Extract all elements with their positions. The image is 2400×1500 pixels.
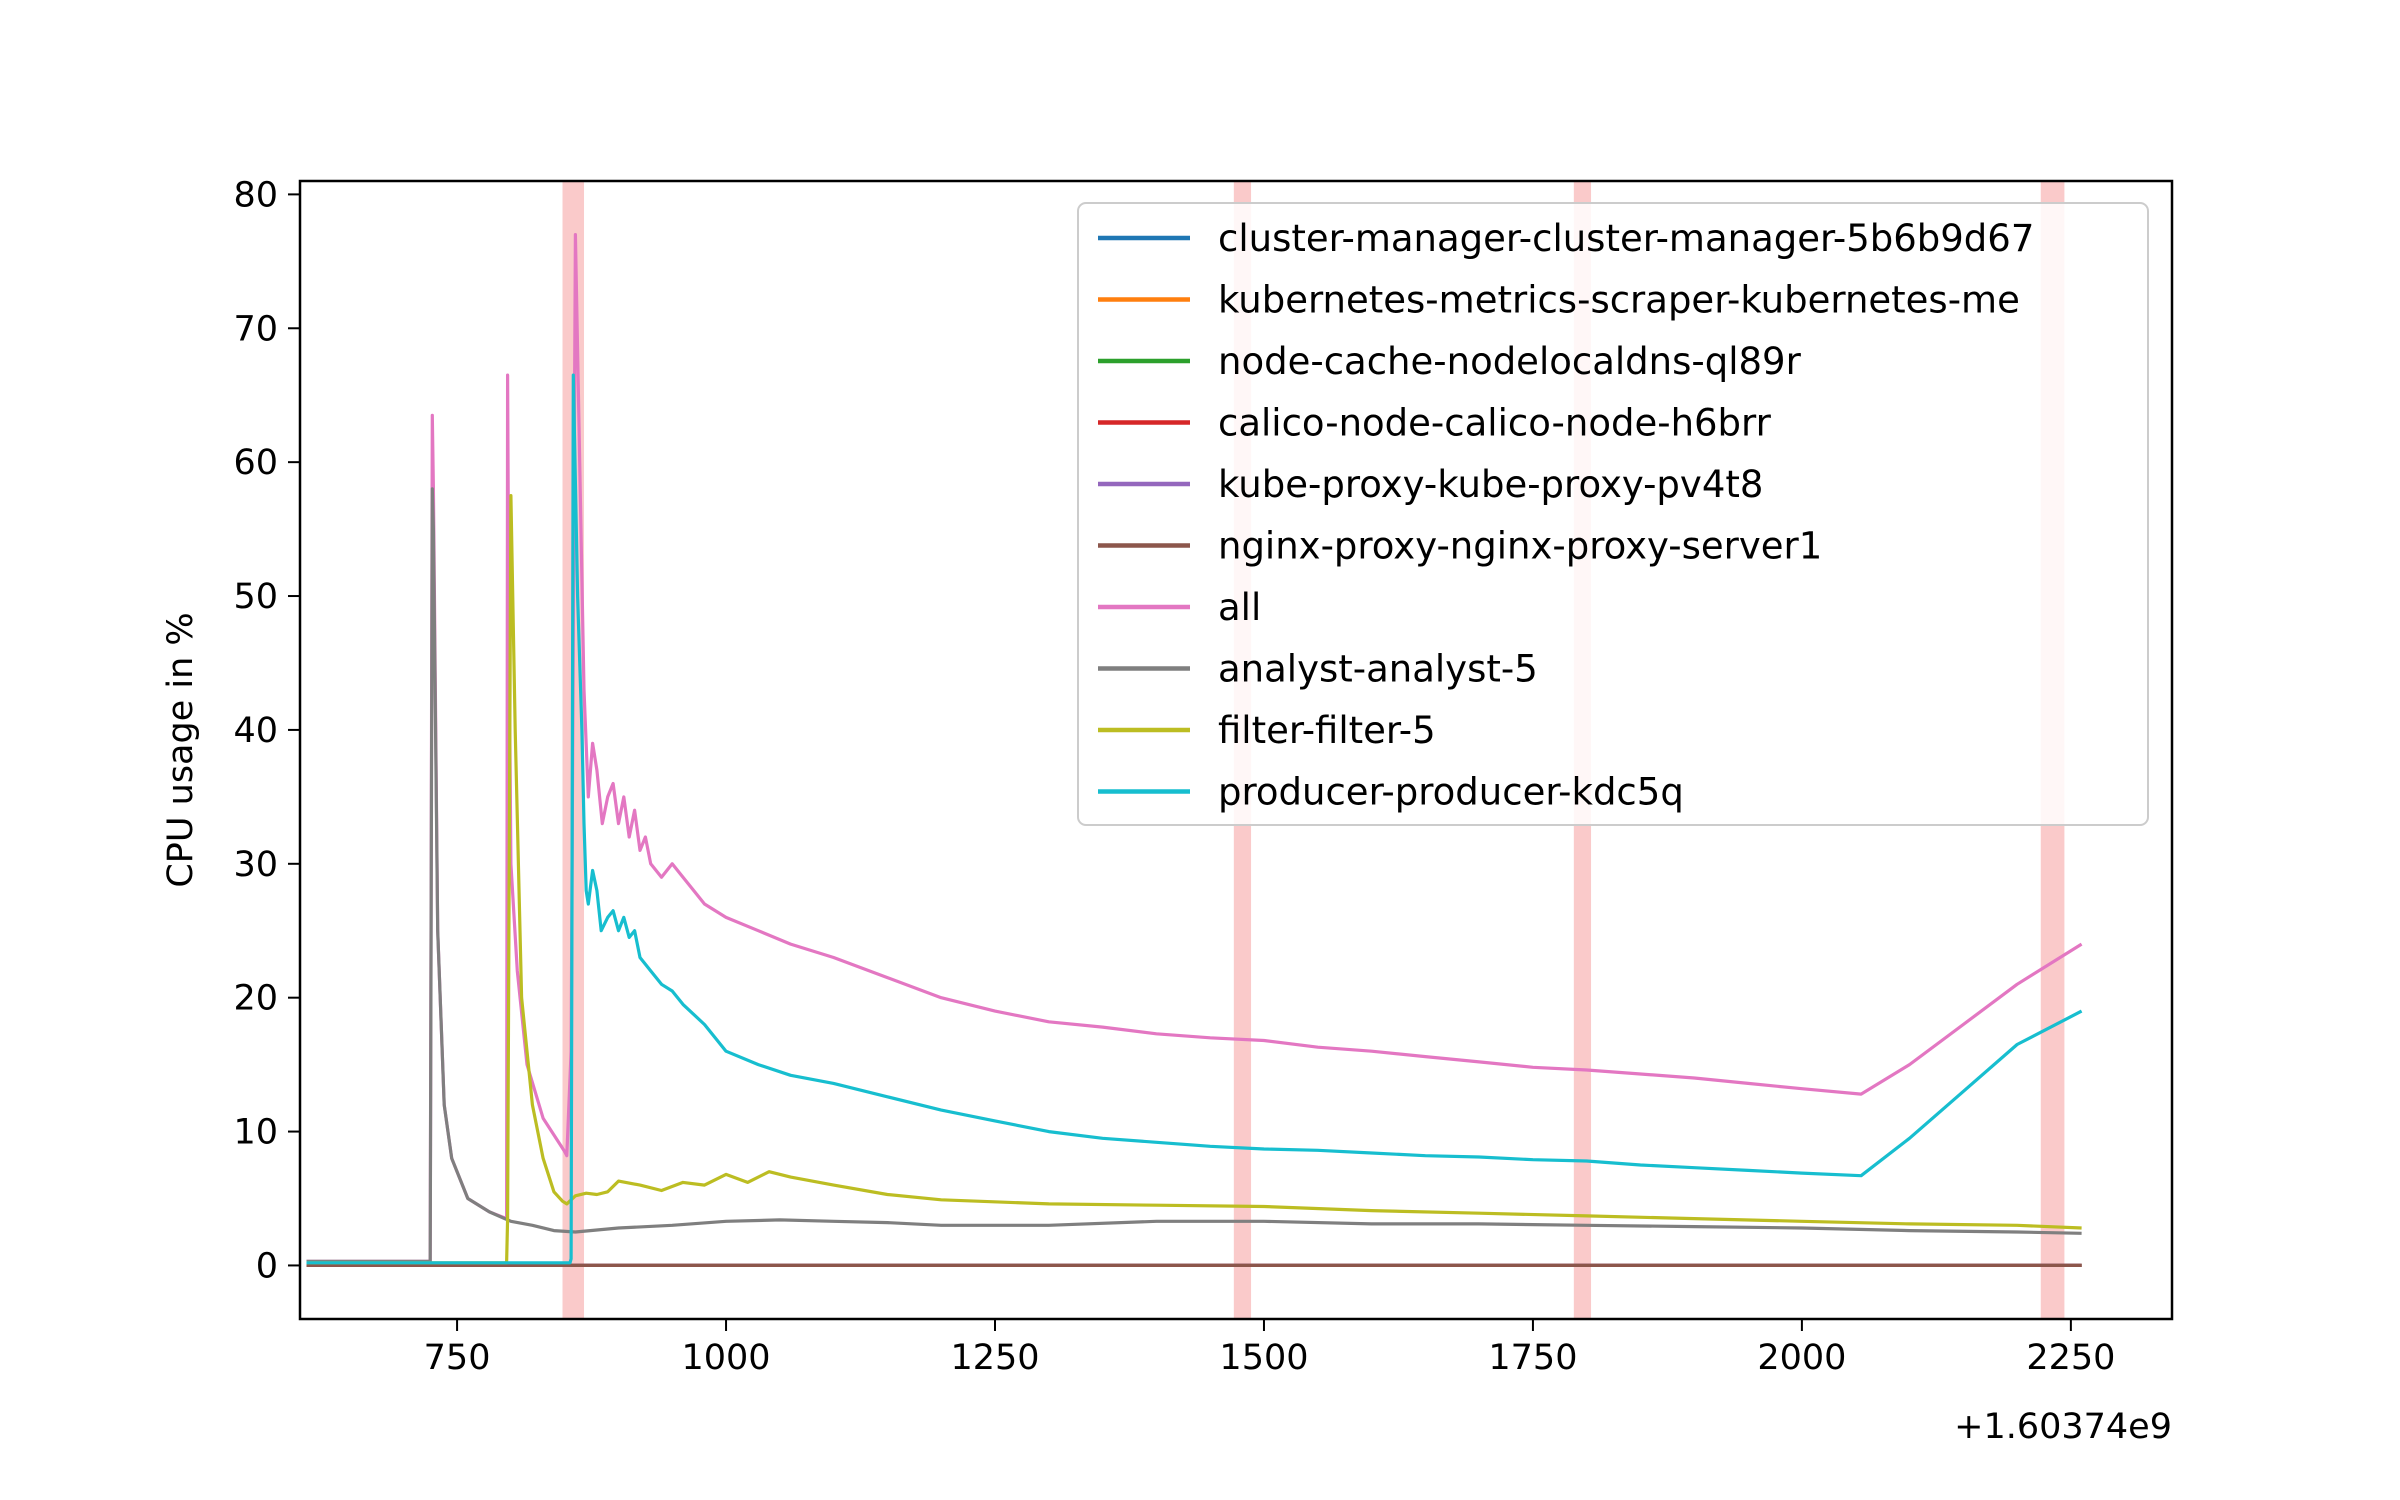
y-tick-label-4: 30: [233, 845, 278, 885]
x-axis: 750 1000 1250 1500 1750 2000 2250: [424, 1319, 2115, 1378]
legend-label-6: nginx-proxy-nginx-proxy-server1: [1218, 525, 1822, 568]
y-tick-label-3: 20: [233, 979, 278, 1019]
y-tick-label-8: 70: [233, 309, 278, 349]
x-tick-label-7: 2250: [2026, 1338, 2115, 1378]
legend-label-10: producer-producer-kdc5q: [1218, 771, 1684, 814]
x-offset-label: +1.60374e9: [1954, 1407, 2172, 1447]
y-axis-label: CPU usage in %: [161, 612, 201, 887]
legend-label-7: all: [1218, 586, 1261, 629]
series-line-7: [306, 233, 2083, 1264]
legend-label-2: kubernetes-metrics-scraper-kubernetes-me: [1218, 279, 2020, 322]
x-tick-label-3: 1250: [950, 1338, 1039, 1378]
y-tick-label-2: 10: [233, 1113, 278, 1153]
series-line-10: [306, 373, 2083, 1265]
legend-label-3: node-cache-nodelocaldns-ql89r: [1218, 340, 1802, 383]
legend-label-8: analyst-analyst-5: [1218, 648, 1538, 691]
series-line-9: [306, 494, 2082, 1265]
y-tick-label-6: 50: [233, 577, 278, 617]
y-tick-label-5: 40: [233, 711, 278, 751]
x-tick-label-1: 750: [424, 1338, 491, 1378]
legend: cluster-manager-cluster-manager-5b6b9d67…: [1077, 202, 2149, 826]
axes-frame: [298, 179, 2174, 1321]
y-tick-label-1: 0: [256, 1246, 278, 1286]
plot-lines: [306, 233, 2083, 1268]
legend-label-5: kube-proxy-kube-proxy-pv4t8: [1218, 463, 1763, 506]
legend-label-9: filter-filter-5: [1218, 709, 1436, 752]
series-line-8: [306, 487, 2082, 1264]
legend-label-4: calico-node-calico-node-h6brr: [1218, 402, 1772, 445]
y-tick-label-9: 80: [233, 175, 278, 215]
x-tick-label-6: 2000: [1757, 1338, 1846, 1378]
legend-label-1: cluster-manager-cluster-manager-5b6b9d67: [1218, 217, 2034, 260]
y-axis: 0 10 20 30 40 50 60 70 80: [233, 175, 300, 1286]
x-tick-label-5: 1750: [1488, 1338, 1577, 1378]
y-tick-label-7: 60: [233, 443, 278, 483]
legend-box: [1077, 202, 2149, 826]
x-tick-label-2: 1000: [682, 1338, 771, 1378]
x-tick-label-4: 1500: [1219, 1338, 1308, 1378]
